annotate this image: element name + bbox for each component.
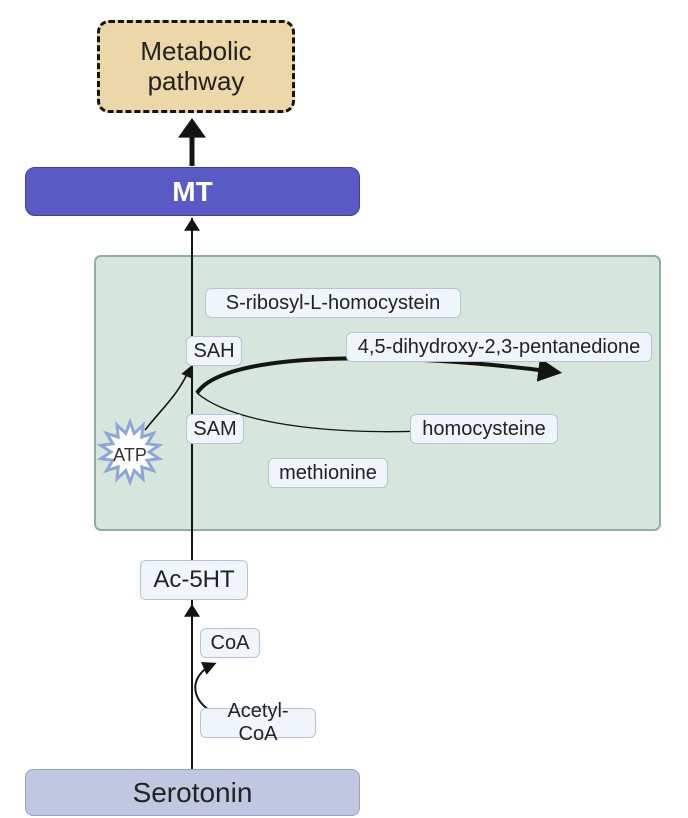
coa-box: CoA [200, 628, 260, 658]
serotonin-label: Serotonin [133, 777, 253, 809]
sribosyl-label: S-ribosyl-L-homocystein [226, 292, 441, 315]
svg-layer [0, 0, 688, 818]
pentanedione-label: 4,5-dihydroxy-2,3-pentanedione [358, 336, 640, 359]
methyl-cycle-loop-forward [197, 358, 555, 393]
ac5ht-box: Ac-5HT [140, 560, 248, 600]
sah-box: SAH [186, 336, 242, 366]
mt-label: MT [172, 176, 212, 208]
acetylcoa-label: Acetyl-CoA [209, 700, 307, 746]
homocysteine-box: homocysteine [410, 414, 558, 444]
acetylcoa-box: Acetyl-CoA [200, 708, 316, 738]
serotonin-box: Serotonin [25, 769, 360, 816]
sam-label: SAM [193, 418, 236, 441]
atp-input-curve [145, 368, 190, 430]
homocysteine-label: homocysteine [422, 418, 545, 441]
sam-box: SAM [186, 414, 244, 444]
ac5ht-label: Ac-5HT [153, 566, 234, 594]
mt-box: MT [25, 167, 360, 216]
pentanedione-box: 4,5-dihydroxy-2,3-pentanedione [346, 332, 652, 362]
arrowhead-to-mt [184, 218, 200, 231]
sribosyl-box: S-ribosyl-L-homocystein [205, 288, 461, 318]
arrowhead-to-ac5ht [184, 604, 200, 617]
arrowhead-mt-to-metabolic [178, 118, 206, 138]
diagram-canvas: Metabolicpathway MT Serotonin Ac-5HT CoA… [0, 0, 688, 818]
coa-label: CoA [211, 632, 250, 655]
atp-label-box: ATP [115, 445, 145, 466]
metabolic-pathway-box: Metabolicpathway [97, 20, 295, 113]
methionine-box: methionine [268, 458, 388, 488]
methionine-label: methionine [279, 462, 377, 485]
metabolic-pathway-label: Metabolicpathway [140, 37, 251, 97]
sah-label: SAH [193, 340, 234, 363]
atp-label: ATP [113, 445, 147, 466]
